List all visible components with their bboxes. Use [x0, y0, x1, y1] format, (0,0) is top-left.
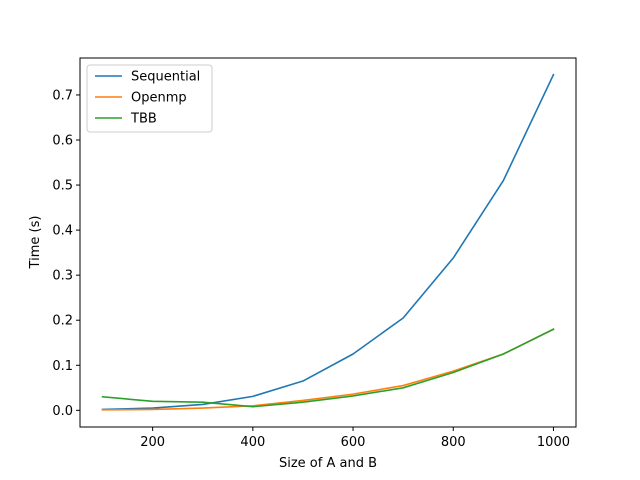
- y-tick-label: 0.2: [52, 314, 73, 329]
- x-tick-label: 600: [341, 435, 366, 450]
- y-tick-label: 0.6: [52, 134, 73, 149]
- x-tick-label: 1000: [537, 435, 570, 450]
- x-tick-label: 400: [240, 435, 265, 450]
- x-tick-label: 200: [140, 435, 165, 450]
- y-axis-label: Time (s): [28, 216, 43, 270]
- x-axis-label: Size of A and B: [279, 456, 377, 471]
- series-line-tbb: [101, 328, 555, 408]
- y-tick-label: 0.0: [52, 404, 73, 419]
- y-tick-label: 0.5: [52, 179, 73, 194]
- legend-label: Openmp: [131, 91, 187, 106]
- axes-frame: [79, 57, 577, 428]
- legend-box: [86, 64, 213, 133]
- series-line-sequential: [101, 73, 555, 411]
- legend: Sequential Openmp TBB: [86, 64, 213, 133]
- y-axis: 0.0 0.1 0.2 0.3 0.4 0.5 0.6 0.7: [52, 88, 80, 419]
- legend-label: Sequential: [131, 70, 200, 85]
- plot-area: [101, 73, 555, 411]
- legend-label: TBB: [130, 112, 157, 127]
- y-tick-label: 0.3: [52, 269, 73, 284]
- y-tick-label: 0.4: [52, 224, 73, 239]
- y-tick-label: 0.1: [52, 359, 73, 374]
- y-tick-label: 0.7: [52, 88, 73, 103]
- x-axis: 200 400 600 800 1000: [140, 427, 570, 450]
- x-tick-label: 800: [441, 435, 466, 450]
